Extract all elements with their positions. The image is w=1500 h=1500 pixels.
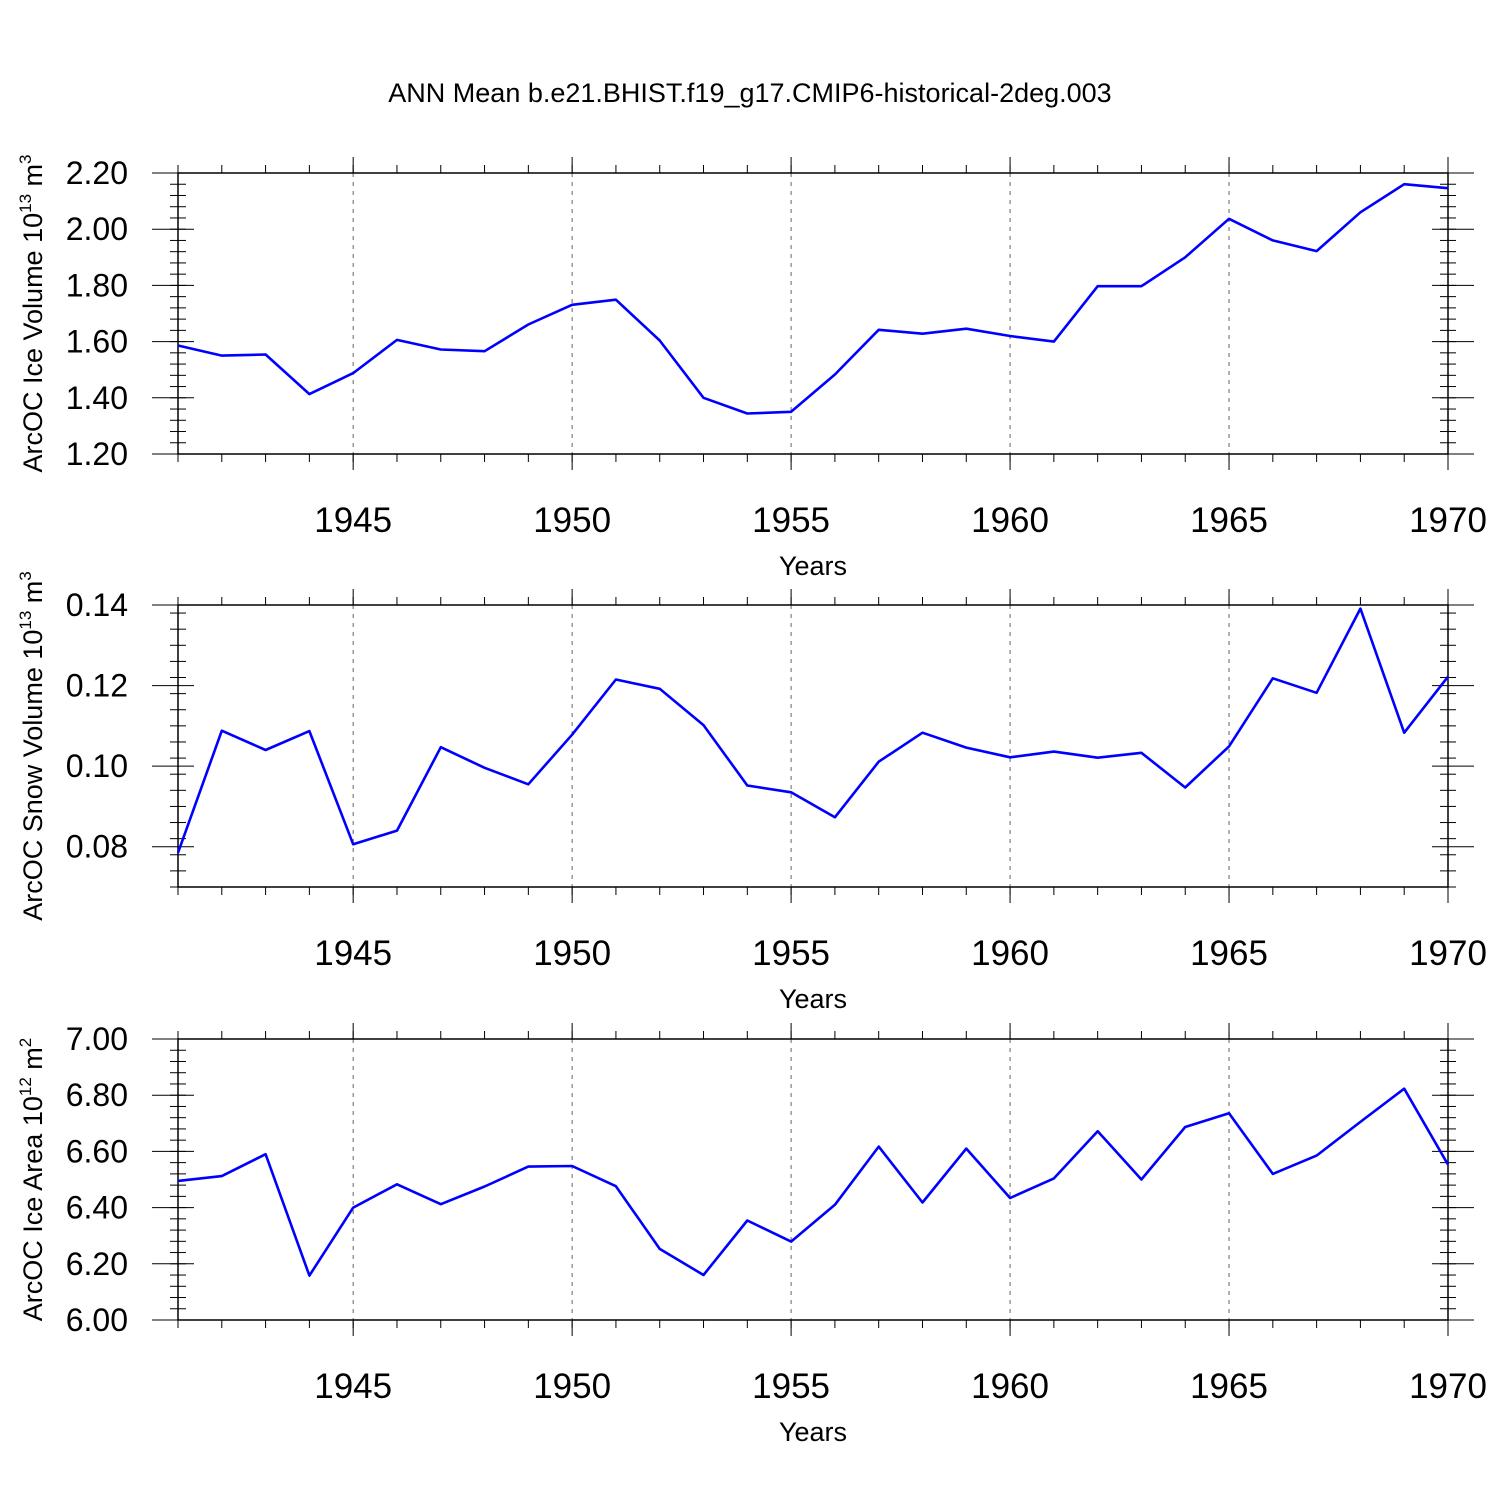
series-line: [176, 607, 1450, 854]
y-tick-label: 6.80: [66, 1077, 128, 1113]
plot-frame: [177, 1038, 1449, 1321]
x-tick-label: 1945: [314, 934, 392, 973]
x-tick-label: 1945: [314, 501, 392, 540]
y-axis-label: ArcOC Ice Area 1012 m2: [16, 1038, 48, 1322]
x-tick-label: 1950: [533, 934, 611, 973]
x-tick-label: 1955: [752, 1367, 830, 1406]
series-line: [177, 182, 1449, 415]
y-tick-label: 7.00: [66, 1021, 128, 1057]
plot-frame: [177, 172, 1449, 455]
x-tick-label: 1955: [752, 501, 830, 540]
series-line: [177, 1087, 1450, 1277]
x-tick-label: 1950: [533, 1367, 611, 1406]
x-axis-label: Years: [779, 551, 847, 581]
x-tick-label: 1970: [1409, 934, 1487, 973]
x-tick-label: 1965: [1190, 1367, 1268, 1406]
x-tick-label: 1970: [1409, 501, 1487, 540]
y-tick-label: 2.00: [66, 211, 128, 247]
y-tick-label: 2.20: [66, 155, 128, 191]
x-tick-label: 1960: [971, 501, 1049, 540]
y-tick-label: 6.40: [66, 1190, 128, 1226]
y-tick-label: 6.00: [66, 1302, 128, 1338]
y-tick-label: 0.12: [66, 668, 128, 704]
plot-frame: [177, 604, 1449, 888]
y-axis-label: ArcOC Snow Volume 1013 m3: [16, 571, 48, 921]
x-tick-label: 1965: [1190, 934, 1268, 973]
panel-3: 6.00 6.20 6.40 6.60 6.80 7.00 1945 1950 1955 1960…: [16, 1021, 1487, 1447]
x-tick-label: 1960: [971, 1367, 1049, 1406]
y-tick-label: 1.80: [66, 267, 128, 303]
y-tick-label: 0.10: [66, 748, 128, 784]
x-axis-label: Years: [779, 1417, 847, 1447]
x-axis-label: Years: [779, 984, 847, 1014]
y-tick-label: 1.40: [66, 380, 128, 416]
figure-title: ANN Mean b.e21.BHIST.f19_g17.CMIP6-histo…: [388, 78, 1112, 108]
y-axis-label: ArcOC Ice Volume 1013 m3: [16, 154, 48, 472]
x-tick-label: 1945: [314, 1367, 392, 1406]
panel-1: 1.20 1.40 1.60 1.80 2.00 2.20 1945 1950 1955 1960…: [16, 154, 1487, 581]
y-tick-label: 6.60: [66, 1133, 128, 1169]
x-tick-label: 1970: [1409, 1367, 1487, 1406]
y-tick-label: 1.20: [66, 436, 128, 472]
x-tick-label: 1955: [752, 934, 830, 973]
y-tick-label: 0.14: [66, 587, 128, 623]
x-tick-label: 1965: [1190, 501, 1268, 540]
y-tick-label: 6.20: [66, 1246, 128, 1282]
x-tick-label: 1950: [533, 501, 611, 540]
x-tick-label: 1960: [971, 934, 1049, 973]
y-tick-label: 0.08: [66, 829, 128, 865]
y-tick-label: 1.60: [66, 324, 128, 360]
panel-2: 0.08 0.10 0.12 0.14 1945 1950 1955 1960 1965 1970…: [16, 571, 1487, 1014]
